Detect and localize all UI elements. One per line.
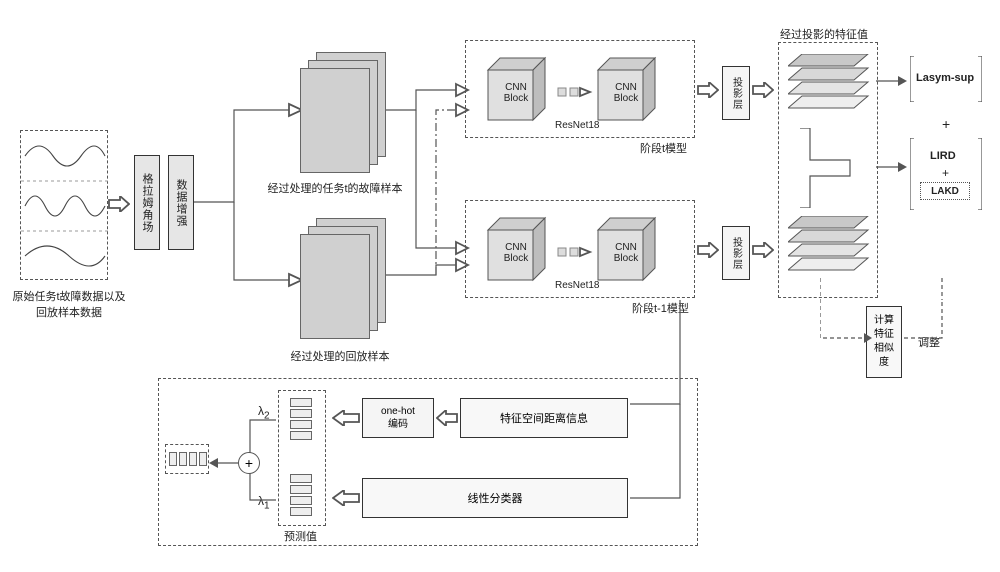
- pred-stack-lower: [290, 474, 312, 516]
- arrow-oplus-out: [208, 456, 238, 470]
- cnn-label-top-2: CNNBlock: [606, 82, 646, 104]
- glam-field-label: 格拉姆角场: [139, 173, 155, 233]
- loss-asym-label: Lasym-sup: [916, 72, 974, 84]
- distinfo-box: 特征空间距离信息: [460, 398, 628, 438]
- line-model-to-bottom: [630, 300, 700, 500]
- proj-bot-label: 投影层: [729, 237, 744, 270]
- plus-sign-1: +: [942, 116, 950, 132]
- glam-field-box: 格拉姆角场: [134, 155, 160, 250]
- feature-stack-bot: [788, 216, 872, 280]
- pred-label: 预测值: [284, 528, 317, 544]
- stack-to-model-lines: [386, 60, 476, 340]
- arrow-feat-loss-mid: [876, 160, 908, 174]
- arrow-feat-loss-top: [876, 74, 908, 88]
- feature-stack-top: [788, 54, 872, 118]
- feature-combine-bracket: [800, 128, 860, 208]
- loss-ird-label: LIRD: [930, 150, 956, 162]
- loss-akd-label: LAKD: [931, 186, 959, 197]
- cnn-label-bot-1: CNNBlock: [496, 242, 536, 264]
- cnn-label-top-1: CNNBlock: [496, 82, 536, 104]
- sample-stack-bot: [300, 218, 390, 343]
- raw-caption-line2: 回放样本数据: [36, 307, 102, 319]
- data-aug-label: 数据增强: [173, 179, 189, 227]
- proj-feat-title: 经过投影的特征值: [780, 26, 868, 42]
- processed-replay-label: 经过处理的回放样本: [270, 348, 410, 364]
- plus-sign-2: +: [942, 166, 949, 180]
- arrow-proj-feat-bot: [752, 242, 774, 258]
- conv-fanout-lines: [194, 90, 314, 320]
- proj-layer-bot: 投影层: [722, 226, 750, 280]
- arrow-model-proj-top: [697, 82, 719, 98]
- pred-stack-upper: [290, 398, 312, 440]
- onehot-box: one-hot 编码: [362, 398, 434, 438]
- sample-stack-top: [300, 52, 390, 177]
- arrow-dist-to-onehot: [436, 410, 458, 426]
- proj-top-label: 投影层: [729, 77, 744, 110]
- calc-sim-lines: [820, 278, 950, 378]
- oplus-icon: +: [238, 452, 260, 474]
- stage-t-label: 阶段t模型: [640, 140, 687, 156]
- proj-layer-top: 投影层: [722, 66, 750, 120]
- raw-caption: 原始任务t故障数据以及 回放样本数据: [4, 288, 134, 320]
- arrow-proj-feat-top: [752, 82, 774, 98]
- cnn-label-bot-2: CNNBlock: [606, 242, 646, 264]
- loss-akd-dotbox: LAKD: [920, 182, 970, 200]
- final-output-cells: [169, 452, 207, 466]
- arrow-model-proj-bot: [697, 242, 719, 258]
- raw-signal-panel: [20, 130, 108, 280]
- arrow-raw-to-conv: [108, 196, 130, 212]
- arrow-onehot-to-pred: [332, 410, 360, 426]
- raw-signal-waves: [21, 131, 109, 281]
- data-aug-box: 数据增强: [168, 155, 194, 250]
- raw-caption-line1: 原始任务t故障数据以及: [12, 291, 125, 303]
- arrow-linear-to-pred: [332, 490, 360, 506]
- linear-cls-box: 线性分类器: [362, 478, 628, 518]
